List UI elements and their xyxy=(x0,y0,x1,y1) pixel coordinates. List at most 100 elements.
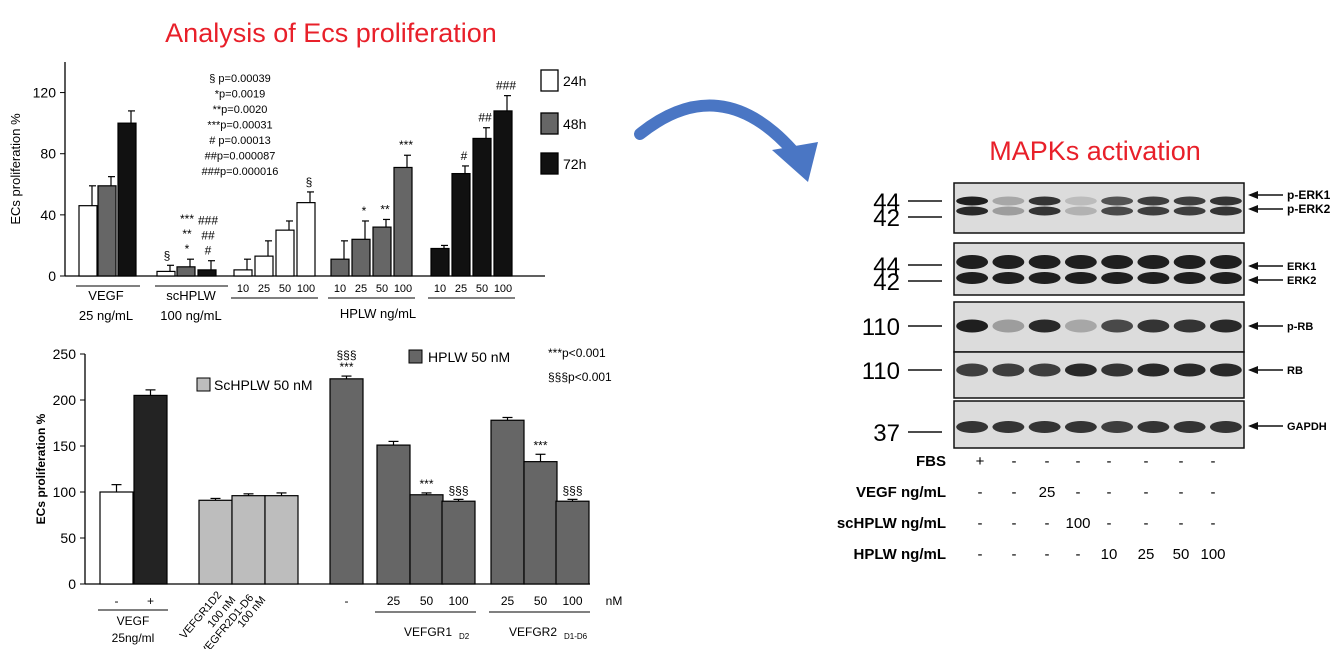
band-p-erk1 xyxy=(1028,196,1061,206)
x-tick-label: 100 xyxy=(494,283,512,295)
treatment-value: - xyxy=(1076,546,1081,563)
mw-marker: 37 xyxy=(873,420,900,447)
bar-schplw-24h xyxy=(156,270,176,277)
bar xyxy=(198,499,233,585)
arrow-head-icon xyxy=(1248,262,1258,270)
treatment-label: FBS xyxy=(916,453,946,470)
western-blot: 4442444211011037p-ERK1p-ERK2ERK1ERK2p-RB… xyxy=(837,182,1331,563)
y-tick-label: 150 xyxy=(53,438,77,454)
treatment-value: 25 xyxy=(1039,484,1056,501)
x-tick-label: - xyxy=(345,594,349,608)
band-p-erk2 xyxy=(1028,206,1061,216)
legend-swatch xyxy=(408,349,423,364)
band-rb xyxy=(1173,363,1206,377)
mw-marker: 44 xyxy=(873,189,900,216)
group-label: HPLW ng/mL xyxy=(340,306,416,321)
x-tick-label: 100 xyxy=(297,283,315,295)
band-erk2 xyxy=(1101,272,1134,284)
bar xyxy=(523,461,558,585)
significance-mark: §§§ xyxy=(336,348,356,362)
treatment-value: - xyxy=(1076,484,1081,501)
x-tick-label: 25 xyxy=(455,283,467,295)
unit-label: nM xyxy=(606,594,623,608)
band-p-rb xyxy=(1137,319,1170,333)
significance-mark: § xyxy=(164,248,171,262)
treatment-value: - xyxy=(1012,515,1017,532)
treatment-value: - xyxy=(1211,453,1216,470)
panel-rb xyxy=(953,351,1245,399)
significance-mark: ** xyxy=(182,227,192,241)
significance-mark: ### xyxy=(496,79,516,93)
bar-hplw-48h-100 xyxy=(393,166,413,277)
bar-hplw-24h-10 xyxy=(233,269,253,277)
band-gapdh xyxy=(992,421,1025,433)
band-p-erk2 xyxy=(992,206,1025,216)
right-title: MAPKs activation xyxy=(989,136,1201,166)
band-label: ERK1 xyxy=(1287,261,1316,273)
bar xyxy=(264,495,299,585)
band-gapdh xyxy=(956,421,989,433)
bar-schplw-48h xyxy=(176,266,196,277)
treatment-value: - xyxy=(978,546,983,563)
band-p-erk1 xyxy=(1101,196,1134,206)
bar xyxy=(99,491,134,585)
treatment-value: - xyxy=(1144,484,1149,501)
bar-hplw-72h-25 xyxy=(451,172,471,277)
band-rb xyxy=(1101,363,1134,377)
treatment-value: 10 xyxy=(1101,546,1118,563)
band-erk2 xyxy=(1064,272,1097,284)
treatment-label: HPLW ng/mL xyxy=(854,546,947,563)
y-tick-label: 50 xyxy=(60,530,76,546)
bar-schplw-72h xyxy=(197,269,217,277)
band-p-erk1 xyxy=(956,196,989,206)
band-gapdh xyxy=(1209,421,1242,433)
mw-marker: 110 xyxy=(862,314,900,341)
left-title: Analysis of Ecs proliferation xyxy=(165,18,497,48)
treatment-value: - xyxy=(1107,484,1112,501)
significance-legend: ***p<0.001 xyxy=(548,346,606,360)
band-rb xyxy=(956,363,989,377)
treatment-value: - xyxy=(1045,515,1050,532)
x-tick-label: 10 xyxy=(434,283,446,295)
band-label: RB xyxy=(1287,365,1303,377)
arrow-head-icon xyxy=(1248,422,1258,430)
legend-label: 24h xyxy=(563,73,586,89)
treatment-label: scHPLW ng/mL xyxy=(837,515,946,532)
x-tick-label: 50 xyxy=(420,594,434,608)
significance-mark: § xyxy=(306,175,313,189)
band-erk1 xyxy=(1137,255,1170,269)
y-axis-label: ECs proliferation % xyxy=(34,413,48,524)
bar-hplw-24h-25 xyxy=(254,255,274,277)
y-tick-label: 80 xyxy=(40,146,56,162)
band-erk1 xyxy=(1064,255,1097,269)
band-erk2 xyxy=(992,272,1025,284)
bar xyxy=(231,495,266,585)
curved-arrow-icon xyxy=(634,99,818,182)
group-label: 25 ng/mL xyxy=(79,308,133,323)
group-label-sub: D2 xyxy=(459,632,470,641)
significance-mark: ## xyxy=(201,229,215,243)
band-p-rb xyxy=(1028,319,1061,333)
legend-label: 72h xyxy=(563,156,586,172)
band-erk2 xyxy=(1209,272,1242,284)
stats-line: **p=0.0020 xyxy=(213,104,268,116)
band-p-rb xyxy=(1173,319,1206,333)
bar xyxy=(133,394,168,585)
treatment-value: - xyxy=(1012,546,1017,563)
arrow-head-icon xyxy=(1248,191,1258,199)
arrow-head-icon xyxy=(1248,322,1258,330)
significance-mark: *** xyxy=(533,438,547,452)
treatment-value: - xyxy=(1107,453,1112,470)
band-label: p-RB xyxy=(1287,321,1313,333)
band-p-erk2 xyxy=(956,206,989,216)
treatment-value: - xyxy=(1179,515,1184,532)
bar-vegf-72h xyxy=(117,122,137,277)
x-tick-label: 50 xyxy=(376,283,388,295)
legend-label: HPLW 50 nM xyxy=(428,349,510,365)
treatment-value: - xyxy=(978,515,983,532)
x-tick-label: 100 xyxy=(448,594,468,608)
band-p-rb xyxy=(1209,319,1242,333)
legend-swatch xyxy=(540,152,559,175)
y-tick-label: 40 xyxy=(40,207,56,223)
